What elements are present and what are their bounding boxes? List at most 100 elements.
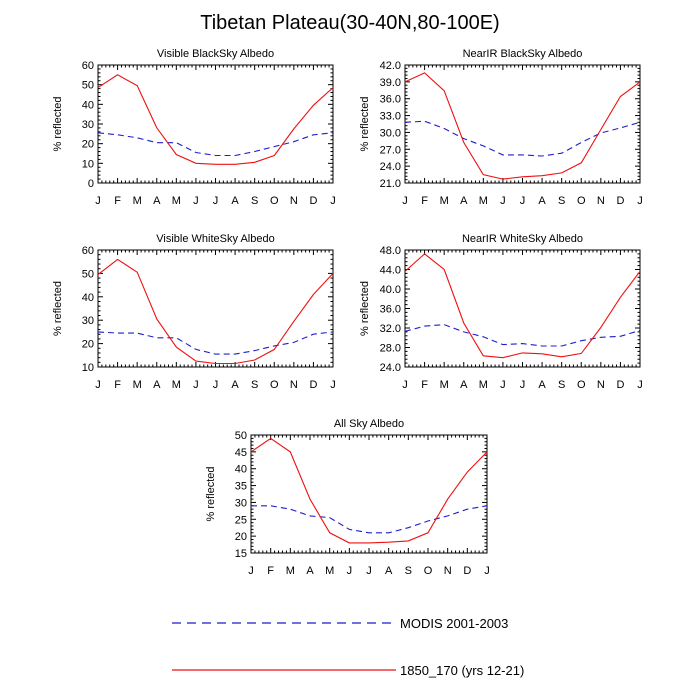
x-tick-label: D	[616, 379, 624, 391]
legend-modis-label: MODIS 2001-2003	[400, 616, 508, 631]
y-tick-label: 0	[88, 178, 94, 190]
y-tick-label: 39.0	[380, 77, 401, 89]
x-tick-label: J	[484, 565, 490, 577]
x-tick-label: J	[637, 195, 643, 207]
series-line-model	[404, 72, 641, 180]
y-tick-label: 20	[82, 139, 94, 151]
x-tick-label: N	[597, 379, 605, 391]
y-tick-label: 50	[235, 430, 247, 442]
x-tick-label: M	[440, 379, 449, 391]
x-tick-label: M	[133, 379, 142, 391]
series-line-modis	[404, 324, 641, 347]
y-tick-label: 33.0	[380, 111, 401, 123]
x-tick-label: J	[95, 379, 101, 391]
x-tick-label: M	[133, 195, 142, 207]
y-tick-label: 60	[82, 60, 94, 72]
x-tick-label: O	[577, 195, 586, 207]
x-tick-label: S	[405, 565, 412, 577]
y-tick-label: 45	[235, 447, 247, 459]
series-line-modis	[97, 331, 334, 355]
y-tick-label: 40	[82, 292, 94, 304]
panel-title: Visible WhiteSky Albedo	[156, 233, 274, 245]
x-tick-label: N	[290, 195, 298, 207]
y-tick-label: 24.0	[380, 161, 401, 173]
y-axis-label: % reflected	[359, 281, 371, 336]
x-tick-label: F	[114, 379, 121, 391]
panel-title: All Sky Albedo	[334, 418, 404, 430]
y-axis-label: % reflected	[359, 96, 371, 151]
figure-title: Tibetan Plateau(30-40N,80-100E)	[200, 12, 499, 34]
x-tick-label: M	[479, 195, 488, 207]
x-tick-label: A	[306, 565, 314, 577]
series-line-modis	[251, 505, 488, 534]
y-tick-label: 15	[235, 548, 247, 560]
y-tick-label: 50	[82, 268, 94, 280]
x-tick-label: J	[330, 195, 336, 207]
y-axis-label: % reflected	[205, 466, 217, 521]
y-tick-label: 30	[82, 119, 94, 131]
y-tick-label: 10	[82, 158, 94, 170]
y-tick-label: 60	[82, 245, 94, 257]
plot-frame	[404, 249, 641, 368]
x-tick-label: S	[251, 379, 258, 391]
y-tick-label: 30.0	[380, 127, 401, 139]
y-tick-label: 36.0	[380, 94, 401, 106]
legend-model-label: 1850_170 (yrs 12-21)	[400, 663, 524, 678]
x-tick-label: J	[248, 565, 254, 577]
x-tick-label: M	[172, 379, 181, 391]
y-tick-label: 27.0	[380, 144, 401, 156]
series-line-model	[97, 258, 334, 365]
x-tick-label: D	[463, 565, 471, 577]
y-tick-label: 32.0	[380, 323, 401, 335]
x-tick-label: N	[444, 565, 452, 577]
series-line-modis	[404, 120, 641, 157]
panel-title: Visible BlackSky Albedo	[157, 48, 274, 60]
x-tick-label: J	[402, 379, 408, 391]
x-tick-label: J	[193, 195, 199, 207]
x-tick-label: O	[424, 565, 433, 577]
x-tick-label: J	[366, 565, 372, 577]
x-tick-label: J	[520, 195, 526, 207]
y-tick-label: 36.0	[380, 304, 401, 316]
x-tick-label: A	[231, 379, 239, 391]
x-tick-label: J	[402, 195, 408, 207]
series-line-modis	[97, 132, 334, 157]
y-axis-label: % reflected	[52, 96, 64, 151]
x-tick-label: A	[538, 195, 546, 207]
x-tick-label: J	[213, 379, 219, 391]
series-line-model	[250, 437, 488, 544]
x-tick-label: M	[172, 195, 181, 207]
x-tick-label: A	[153, 379, 161, 391]
x-tick-label: S	[558, 379, 565, 391]
y-tick-label: 28.0	[380, 343, 401, 355]
y-tick-label: 35	[235, 481, 247, 493]
x-tick-label: M	[325, 565, 334, 577]
series-line-model	[404, 253, 641, 359]
y-tick-label: 25	[235, 514, 247, 526]
x-tick-label: F	[421, 379, 428, 391]
x-tick-label: A	[153, 195, 161, 207]
x-tick-label: O	[577, 379, 586, 391]
y-tick-label: 20	[82, 339, 94, 351]
y-tick-label: 30	[235, 497, 247, 509]
x-tick-label: D	[309, 195, 317, 207]
y-tick-label: 50	[82, 80, 94, 92]
y-tick-label: 44.0	[380, 265, 401, 277]
y-tick-label: 20	[235, 531, 247, 543]
x-tick-label: N	[290, 379, 298, 391]
x-tick-label: D	[616, 195, 624, 207]
x-tick-label: S	[251, 195, 258, 207]
x-tick-label: A	[385, 565, 393, 577]
x-tick-label: F	[114, 195, 121, 207]
x-tick-label: J	[95, 195, 101, 207]
x-tick-label: F	[421, 195, 428, 207]
x-tick-label: M	[440, 195, 449, 207]
x-tick-label: J	[330, 379, 336, 391]
y-tick-label: 24.0	[380, 362, 401, 374]
x-tick-label: O	[270, 379, 279, 391]
x-tick-label: J	[347, 565, 353, 577]
